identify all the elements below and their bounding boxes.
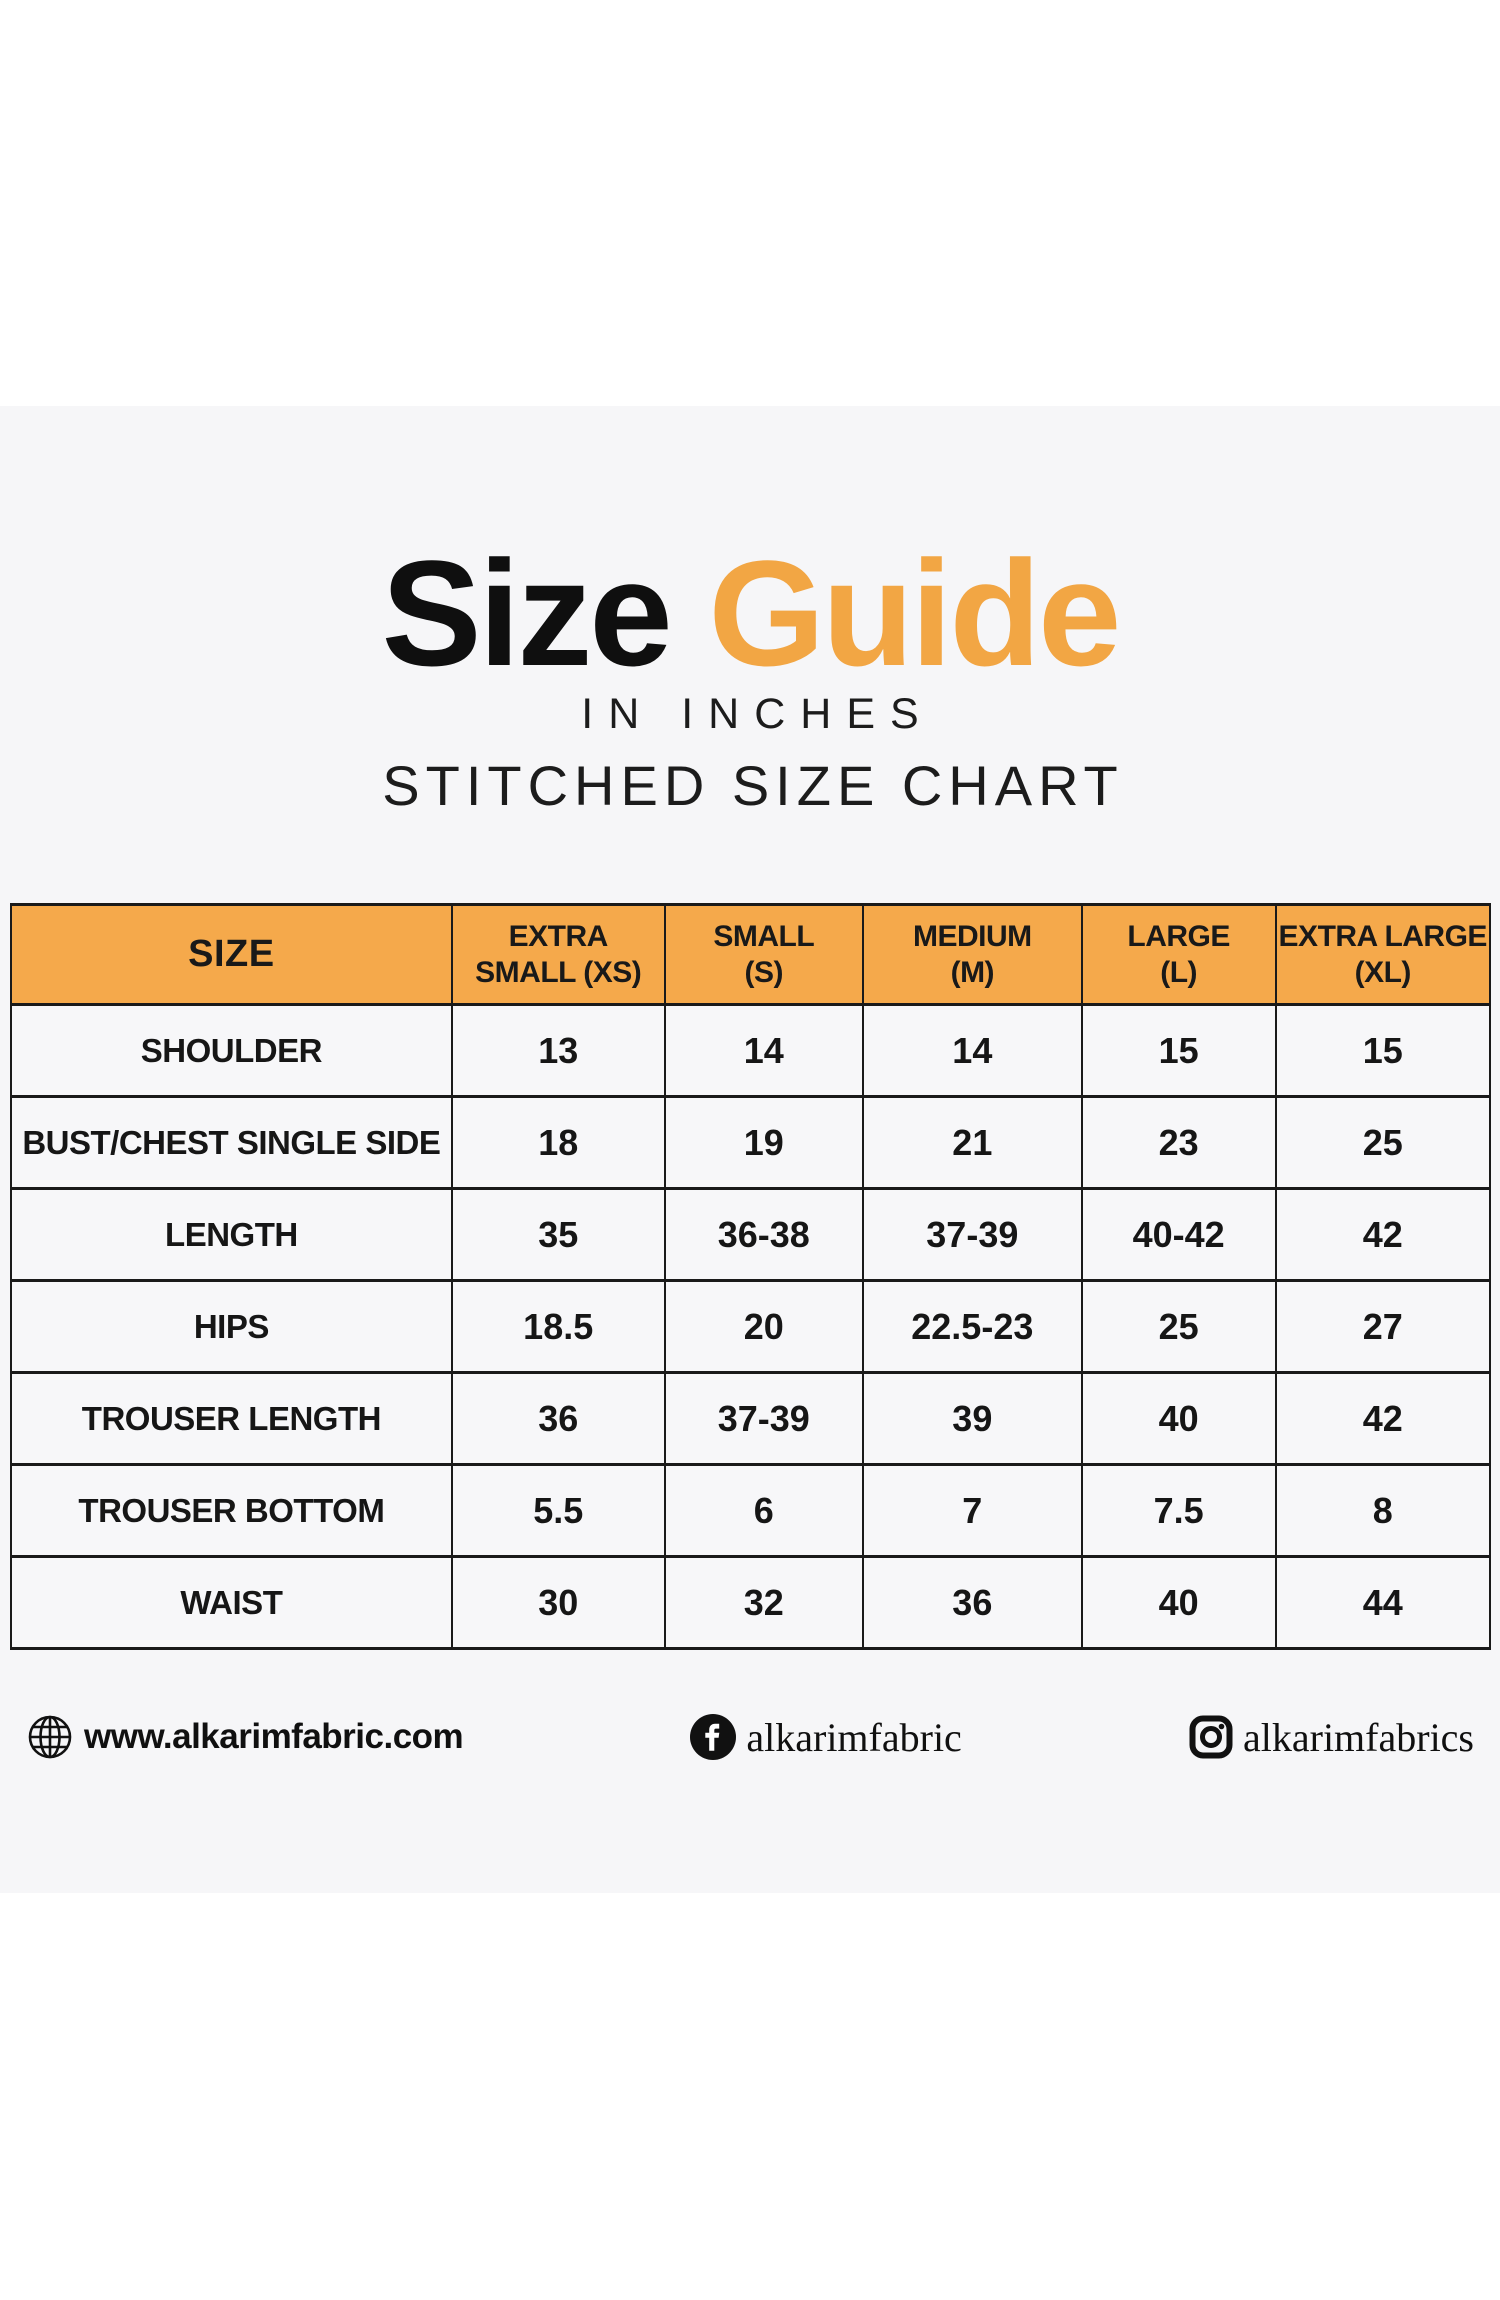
size-value-cell: 21 (861, 1095, 1083, 1190)
facebook-icon (690, 1714, 737, 1760)
table-row: HIPS 18.5 20 22.5-23 25 27 (10, 1279, 1491, 1374)
size-value-cell: 36 (450, 1371, 666, 1466)
row-label-cell: SHOULDER (10, 1003, 453, 1098)
row-label-cell: BUST/CHEST SINGLE SIDE (10, 1095, 453, 1190)
table-row: TROUSER BOTTOM 5.5 6 7 7.5 8 (10, 1463, 1491, 1558)
table-header-row: SIZE EXTRA SMALL (XS) SMALL (S) MEDIUM (M) … (10, 903, 1491, 1006)
size-value-cell: 13 (450, 1003, 666, 1098)
size-value-cell: 22.5-23 (861, 1279, 1083, 1374)
row-label-cell: WAIST (10, 1555, 453, 1650)
title-word-guide: Guide (708, 529, 1121, 697)
size-value-cell: 42 (1274, 1187, 1491, 1282)
size-value-cell: 5.5 (450, 1463, 666, 1558)
size-value-cell: 18.5 (450, 1279, 666, 1374)
header-cell-s: SMALL (S) (663, 903, 864, 1006)
table-row: BUST/CHEST SINGLE SIDE 18 19 21 23 25 (10, 1095, 1491, 1190)
size-value-cell: 36 (861, 1555, 1083, 1650)
title-word-size: Size (381, 529, 673, 697)
table-row: WAIST 30 32 36 40 44 (10, 1555, 1491, 1650)
table-row: SHOULDER 13 14 14 15 15 (10, 1003, 1491, 1098)
size-value-cell: 40-42 (1080, 1187, 1277, 1282)
size-value-cell: 15 (1080, 1003, 1277, 1098)
website-group: www.alkarimfabric.com (26, 1713, 464, 1761)
size-value-cell: 27 (1274, 1279, 1491, 1374)
size-value-cell: 19 (663, 1095, 864, 1190)
size-value-cell: 15 (1274, 1003, 1491, 1098)
instagram-icon (1189, 1715, 1233, 1759)
table-row: TROUSER LENGTH 36 37-39 39 40 42 (10, 1371, 1491, 1466)
size-value-cell: 7 (861, 1463, 1083, 1558)
row-label-cell: TROUSER LENGTH (10, 1371, 453, 1466)
size-value-cell: 44 (1274, 1555, 1491, 1650)
size-value-cell: 37-39 (663, 1371, 864, 1466)
size-value-cell: 14 (861, 1003, 1083, 1098)
instagram-group: alkarimfabrics (1189, 1714, 1474, 1761)
size-value-cell: 20 (663, 1279, 864, 1374)
size-value-cell: 30 (450, 1555, 666, 1650)
size-value-cell: 8 (1274, 1463, 1491, 1558)
size-value-cell: 40 (1080, 1371, 1277, 1466)
subtitle-stitched-size-chart: STITCHED SIZE CHART (382, 754, 1124, 817)
size-chart-table: SIZE EXTRA SMALL (XS) SMALL (S) MEDIUM (M) … (10, 903, 1491, 1650)
facebook-handle: alkarimfabric (746, 1714, 962, 1760)
size-value-cell: 7.5 (1080, 1463, 1277, 1558)
size-value-cell: 37-39 (861, 1187, 1083, 1282)
header-cell-l: LARGE (L) (1080, 903, 1277, 1006)
size-value-cell: 18 (450, 1095, 666, 1190)
header-cell-xs: EXTRA SMALL (XS) (450, 903, 666, 1006)
header-cell-size: SIZE (10, 903, 453, 1006)
row-label-cell: LENGTH (10, 1187, 453, 1282)
table-row: LENGTH 35 36-38 37-39 40-42 42 (10, 1187, 1491, 1282)
subtitle-in-inches: IN INCHES (581, 690, 934, 738)
size-value-cell: 39 (861, 1371, 1083, 1466)
size-value-cell: 23 (1080, 1095, 1277, 1190)
size-value-cell: 40 (1080, 1555, 1277, 1650)
size-value-cell: 32 (663, 1555, 864, 1650)
website-url: www.alkarimfabric.com (84, 1717, 464, 1756)
facebook-group: alkarimfabric (690, 1714, 962, 1761)
header-cell-xl: EXTRA LARGE (XL) (1274, 903, 1491, 1006)
size-value-cell: 35 (450, 1187, 666, 1282)
footer: www.alkarimfabric.com alkarimfabric alka… (0, 1708, 1500, 1766)
page-title: Size Guide (0, 538, 1500, 688)
size-value-cell: 25 (1274, 1095, 1491, 1190)
globe-icon (26, 1713, 74, 1761)
size-value-cell: 25 (1080, 1279, 1277, 1374)
instagram-handle: alkarimfabrics (1243, 1714, 1474, 1760)
size-value-cell: 42 (1274, 1371, 1491, 1466)
row-label-cell: HIPS (10, 1279, 453, 1374)
size-value-cell: 6 (663, 1463, 864, 1558)
size-value-cell: 36-38 (663, 1187, 864, 1282)
row-label-cell: TROUSER BOTTOM (10, 1463, 453, 1558)
header-cell-m: MEDIUM (M) (861, 903, 1083, 1006)
size-value-cell: 14 (663, 1003, 864, 1098)
